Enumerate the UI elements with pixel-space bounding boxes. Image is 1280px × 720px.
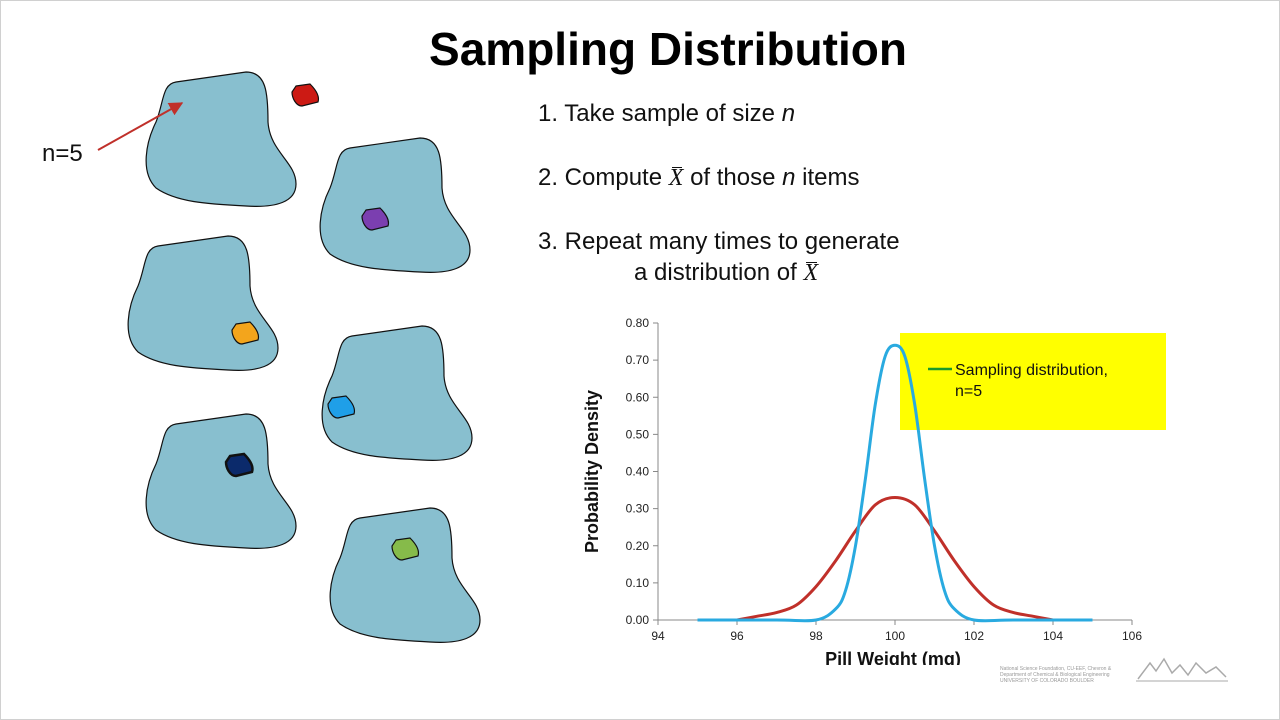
x-bar-symbol: X <box>668 165 684 191</box>
population-blob <box>329 507 481 643</box>
x-bar-symbol: X <box>803 260 819 286</box>
step-3-continued: a distribution of X <box>634 259 819 286</box>
population-blob <box>321 325 473 461</box>
x-tick-label: 106 <box>1122 629 1142 643</box>
population-diagram <box>97 71 481 643</box>
credits-text: National Science Foundation, CU-EEF, Che… <box>1000 666 1112 684</box>
y-tick-label: 0.40 <box>626 465 650 479</box>
sample-size-label: n=5 <box>42 140 83 167</box>
y-tick-label: 0.20 <box>626 539 650 553</box>
x-tick-label: 98 <box>809 629 823 643</box>
sample-patch <box>224 452 254 478</box>
population-blob <box>145 71 320 207</box>
y-tick-label: 0.00 <box>626 613 650 627</box>
y-tick-label: 0.70 <box>626 353 650 367</box>
slide-title: Sampling Distribution <box>429 23 907 75</box>
y-tick-label: 0.30 <box>626 502 650 516</box>
y-axis-label: Probability Density <box>582 390 602 553</box>
y-tick-label: 0.60 <box>626 390 650 404</box>
step-2: 2. Compute X of those n items <box>538 164 860 191</box>
x-tick-label: 96 <box>730 629 744 643</box>
y-tick-label: 0.50 <box>626 427 650 441</box>
sample-arrow <box>97 102 184 151</box>
density-chart: 0.00 0.10 0.20 0.30 0.40 0.50 0.60 0.70 0.80 94 96… <box>582 316 1166 665</box>
legend-highlight <box>900 333 1166 430</box>
population-blob <box>319 137 471 273</box>
y-tick-label: 0.80 <box>626 316 650 330</box>
population-curve <box>736 495 1054 622</box>
population-blob <box>145 413 297 549</box>
step-1: 1. Take sample of size n <box>538 100 796 127</box>
legend-label: Sampling distribution, <box>955 362 1108 379</box>
y-tick-label: 0.10 <box>626 576 650 590</box>
sample-patch <box>291 83 320 107</box>
sampling-distribution-curve <box>697 343 1093 623</box>
x-tick-label: 102 <box>964 629 984 643</box>
x-tick-label: 94 <box>651 629 665 643</box>
university-logo <box>1136 657 1228 682</box>
sample-patch <box>361 207 390 231</box>
population-blob <box>127 235 279 371</box>
x-tick-label: 100 <box>885 629 905 643</box>
step-3: 3. Repeat many times to generate <box>538 228 900 255</box>
x-axis-label: Pill Weight (mg) <box>825 649 961 665</box>
sample-patch <box>391 537 420 561</box>
sample-patch <box>231 321 260 345</box>
sample-patch <box>327 395 356 419</box>
x-tick-label: 104 <box>1043 629 1063 643</box>
legend-label-line2: n=5 <box>955 383 982 400</box>
